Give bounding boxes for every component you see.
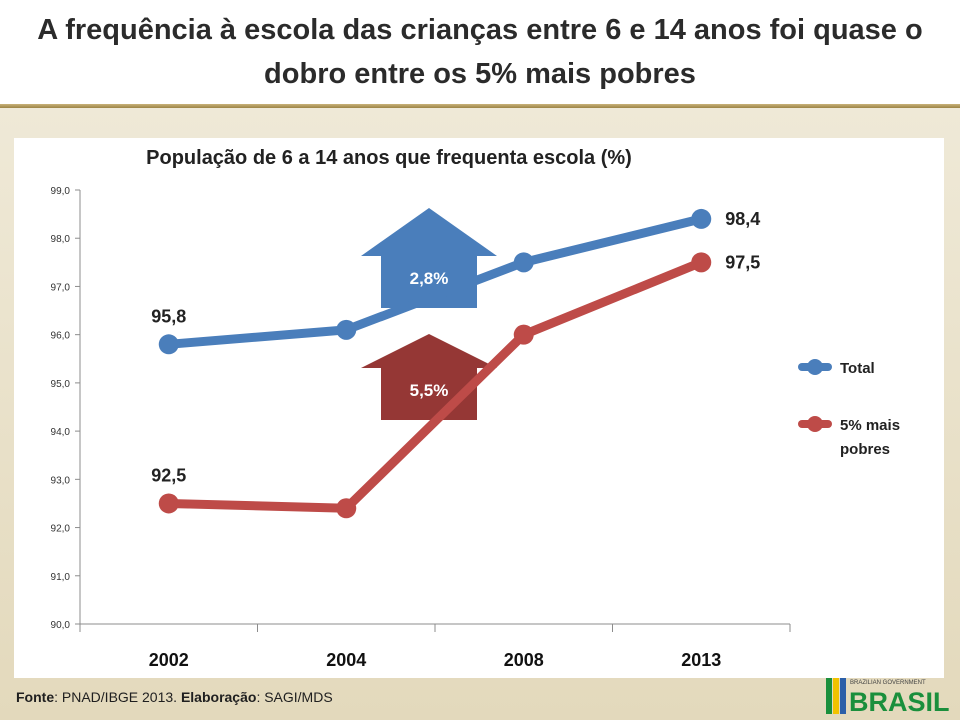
chart-title: População de 6 a 14 anos que frequenta e… (146, 147, 632, 169)
y-tick-label: 93,0 (51, 475, 71, 486)
y-tick-label: 91,0 (51, 572, 71, 583)
x-tick-label: 2008 (504, 650, 544, 670)
data-point (336, 498, 357, 519)
y-tick-label: 96,0 (51, 331, 71, 342)
legend-label: Total (840, 360, 875, 377)
data-label: 95,8 (151, 306, 186, 326)
logo-bar-yellow (833, 678, 839, 714)
y-tick-label: 94,0 (51, 427, 71, 438)
legend-label: 5% mais pobres (840, 417, 904, 458)
data-point (158, 493, 179, 514)
source-label: Fonte (16, 689, 55, 705)
credit-label: Elaboração (180, 689, 257, 705)
data-label: 92,5 (151, 465, 186, 485)
data-point (513, 252, 534, 273)
logo-word: BRASIL (849, 687, 950, 716)
source-footer: Fonte: PNAD/IBGE 2013. Elaboração: SAGI/… (16, 689, 333, 705)
legend-swatch-marker (807, 416, 823, 432)
slide-header: A frequência à escola das crianças entre… (0, 0, 960, 104)
data-point (691, 252, 712, 273)
slide-title: A frequência à escola das crianças entre… (37, 14, 923, 90)
growth-arrow-1 (361, 208, 497, 308)
legend-swatch-marker (807, 359, 823, 375)
source-text: : PNAD/IBGE 2013. (54, 689, 181, 705)
data-point (691, 208, 712, 229)
logo-top-text: BRAZILIAN GOVERNMENT (850, 680, 926, 686)
y-tick-label: 97,0 (51, 282, 71, 293)
chart-area: População de 6 a 14 anos que frequenta e… (14, 138, 944, 678)
growth-arrow-label: 5,5% (410, 381, 449, 400)
series-line (164, 214, 706, 349)
data-label: 98,4 (725, 209, 760, 229)
y-tick-label: 90,0 (51, 620, 71, 631)
y-tick-label: 99,0 (51, 186, 71, 197)
x-tick-label: 2004 (326, 650, 366, 670)
line-chart: População de 6 a 14 anos que frequenta e… (51, 147, 905, 670)
data-label: 97,5 (725, 252, 760, 272)
header-divider (0, 104, 960, 108)
data-point (336, 319, 357, 340)
brasil-government-logo: BRAZILIAN GOVERNMENT BRASIL (826, 678, 950, 716)
x-tick-label: 2002 (149, 650, 189, 670)
credit-text: : SAGI/MDS (256, 689, 333, 705)
logo-bar-blue (840, 678, 846, 714)
data-point (158, 334, 179, 355)
y-tick-label: 95,0 (51, 379, 71, 390)
growth-arrow-label: 2,8% (410, 269, 449, 288)
series-line (164, 257, 706, 513)
y-tick-label: 92,0 (51, 524, 71, 535)
data-point (513, 324, 534, 345)
y-tick-label: 98,0 (51, 234, 71, 245)
x-tick-label: 2013 (681, 650, 721, 670)
logo-bar-green (826, 678, 832, 714)
